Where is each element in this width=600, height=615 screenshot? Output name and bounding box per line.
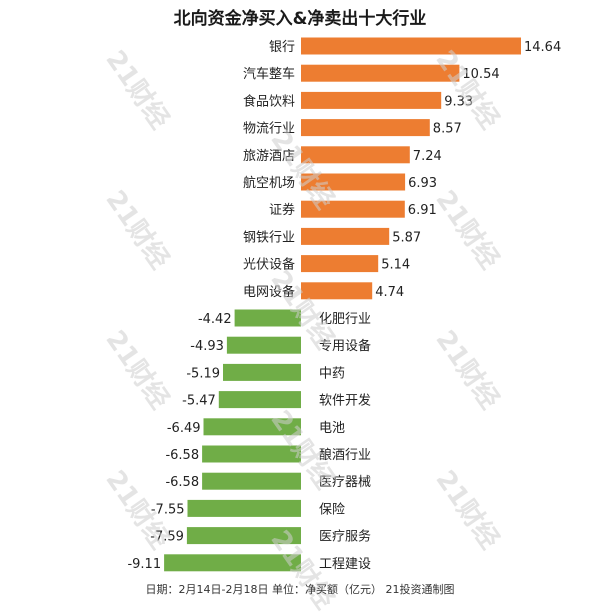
category-label: 医疗器械	[319, 475, 371, 490]
chart-title: 北向资金净买入&净卖出十大行业	[173, 9, 427, 29]
category-label: 医疗服务	[319, 529, 371, 545]
category-label: 化肥行业	[319, 312, 371, 327]
category-label: 专用设备	[319, 338, 371, 354]
category-label: 保险	[319, 502, 345, 517]
category-label: 酿酒行业	[319, 447, 371, 463]
chart-footer: 日期：2月14日-2月18日 单位：净买额（亿元） 21投资通制图	[145, 583, 455, 596]
category-label: 光伏设备	[243, 257, 295, 273]
value-label: -7.55	[151, 502, 185, 517]
bar-专用设备	[226, 336, 301, 354]
value-label: -6.49	[167, 421, 201, 436]
category-label: 工程建设	[319, 557, 371, 572]
value-label: 7.24	[413, 149, 442, 164]
category-label: 物流行业	[243, 122, 295, 137]
category-label: 中药	[319, 366, 345, 381]
bar-电池	[203, 418, 301, 436]
category-label: 银行	[269, 40, 295, 55]
value-label: -5.19	[186, 366, 220, 381]
bar-保险	[187, 499, 301, 517]
value-label: 6.91	[408, 203, 437, 218]
value-label: -7.59	[150, 530, 184, 545]
bar-电网设备	[301, 282, 373, 300]
bar-医疗服务	[186, 527, 301, 545]
value-label: 10.54	[462, 67, 499, 82]
value-label: -6.58	[165, 448, 199, 463]
value-label: 8.57	[433, 122, 462, 137]
bar-钢铁行业	[301, 227, 390, 245]
value-label: 5.14	[381, 258, 410, 273]
value-label: 6.93	[408, 176, 437, 191]
value-label: 4.74	[375, 285, 404, 300]
category-label: 钢铁行业	[243, 230, 295, 245]
category-label: 旅游酒店	[243, 149, 295, 164]
bar-银行	[301, 37, 521, 55]
bar-医疗器械	[202, 472, 301, 490]
bar-航空机场	[301, 173, 406, 191]
bar-工程建设	[164, 554, 301, 572]
category-label: 证券	[269, 202, 295, 218]
bar-chart: 银行 14.64 汽车整车 10.54 食品饮料 9.33 物流行业 8.57 旅游酒店 7.24…	[127, 37, 561, 572]
category-label: 电池	[319, 421, 345, 436]
category-label: 汽车整车	[243, 66, 295, 82]
bar-光伏设备	[301, 255, 379, 273]
value-label: 9.33	[444, 94, 473, 109]
value-label: -5.47	[182, 394, 216, 409]
category-label: 食品饮料	[243, 93, 295, 109]
bar-食品饮料	[301, 91, 442, 109]
bar-汽车整车	[301, 64, 460, 82]
bar-证券	[301, 200, 405, 218]
category-label: 软件开发	[319, 393, 371, 409]
value-label: 14.64	[524, 40, 561, 55]
category-label: 航空机场	[243, 175, 295, 191]
category-label: 电网设备	[243, 284, 295, 300]
value-label: -4.42	[198, 312, 232, 327]
value-label: -9.11	[127, 557, 161, 572]
value-label: -4.93	[190, 339, 224, 354]
bar-物流行业	[301, 119, 430, 137]
bar-中药	[223, 363, 301, 381]
bar-化肥行业	[234, 309, 301, 327]
bar-酿酒行业	[202, 445, 301, 463]
value-label: 5.87	[392, 230, 421, 245]
bar-旅游酒店	[301, 146, 410, 164]
bar-软件开发	[218, 391, 301, 409]
value-label: -6.58	[165, 475, 199, 490]
